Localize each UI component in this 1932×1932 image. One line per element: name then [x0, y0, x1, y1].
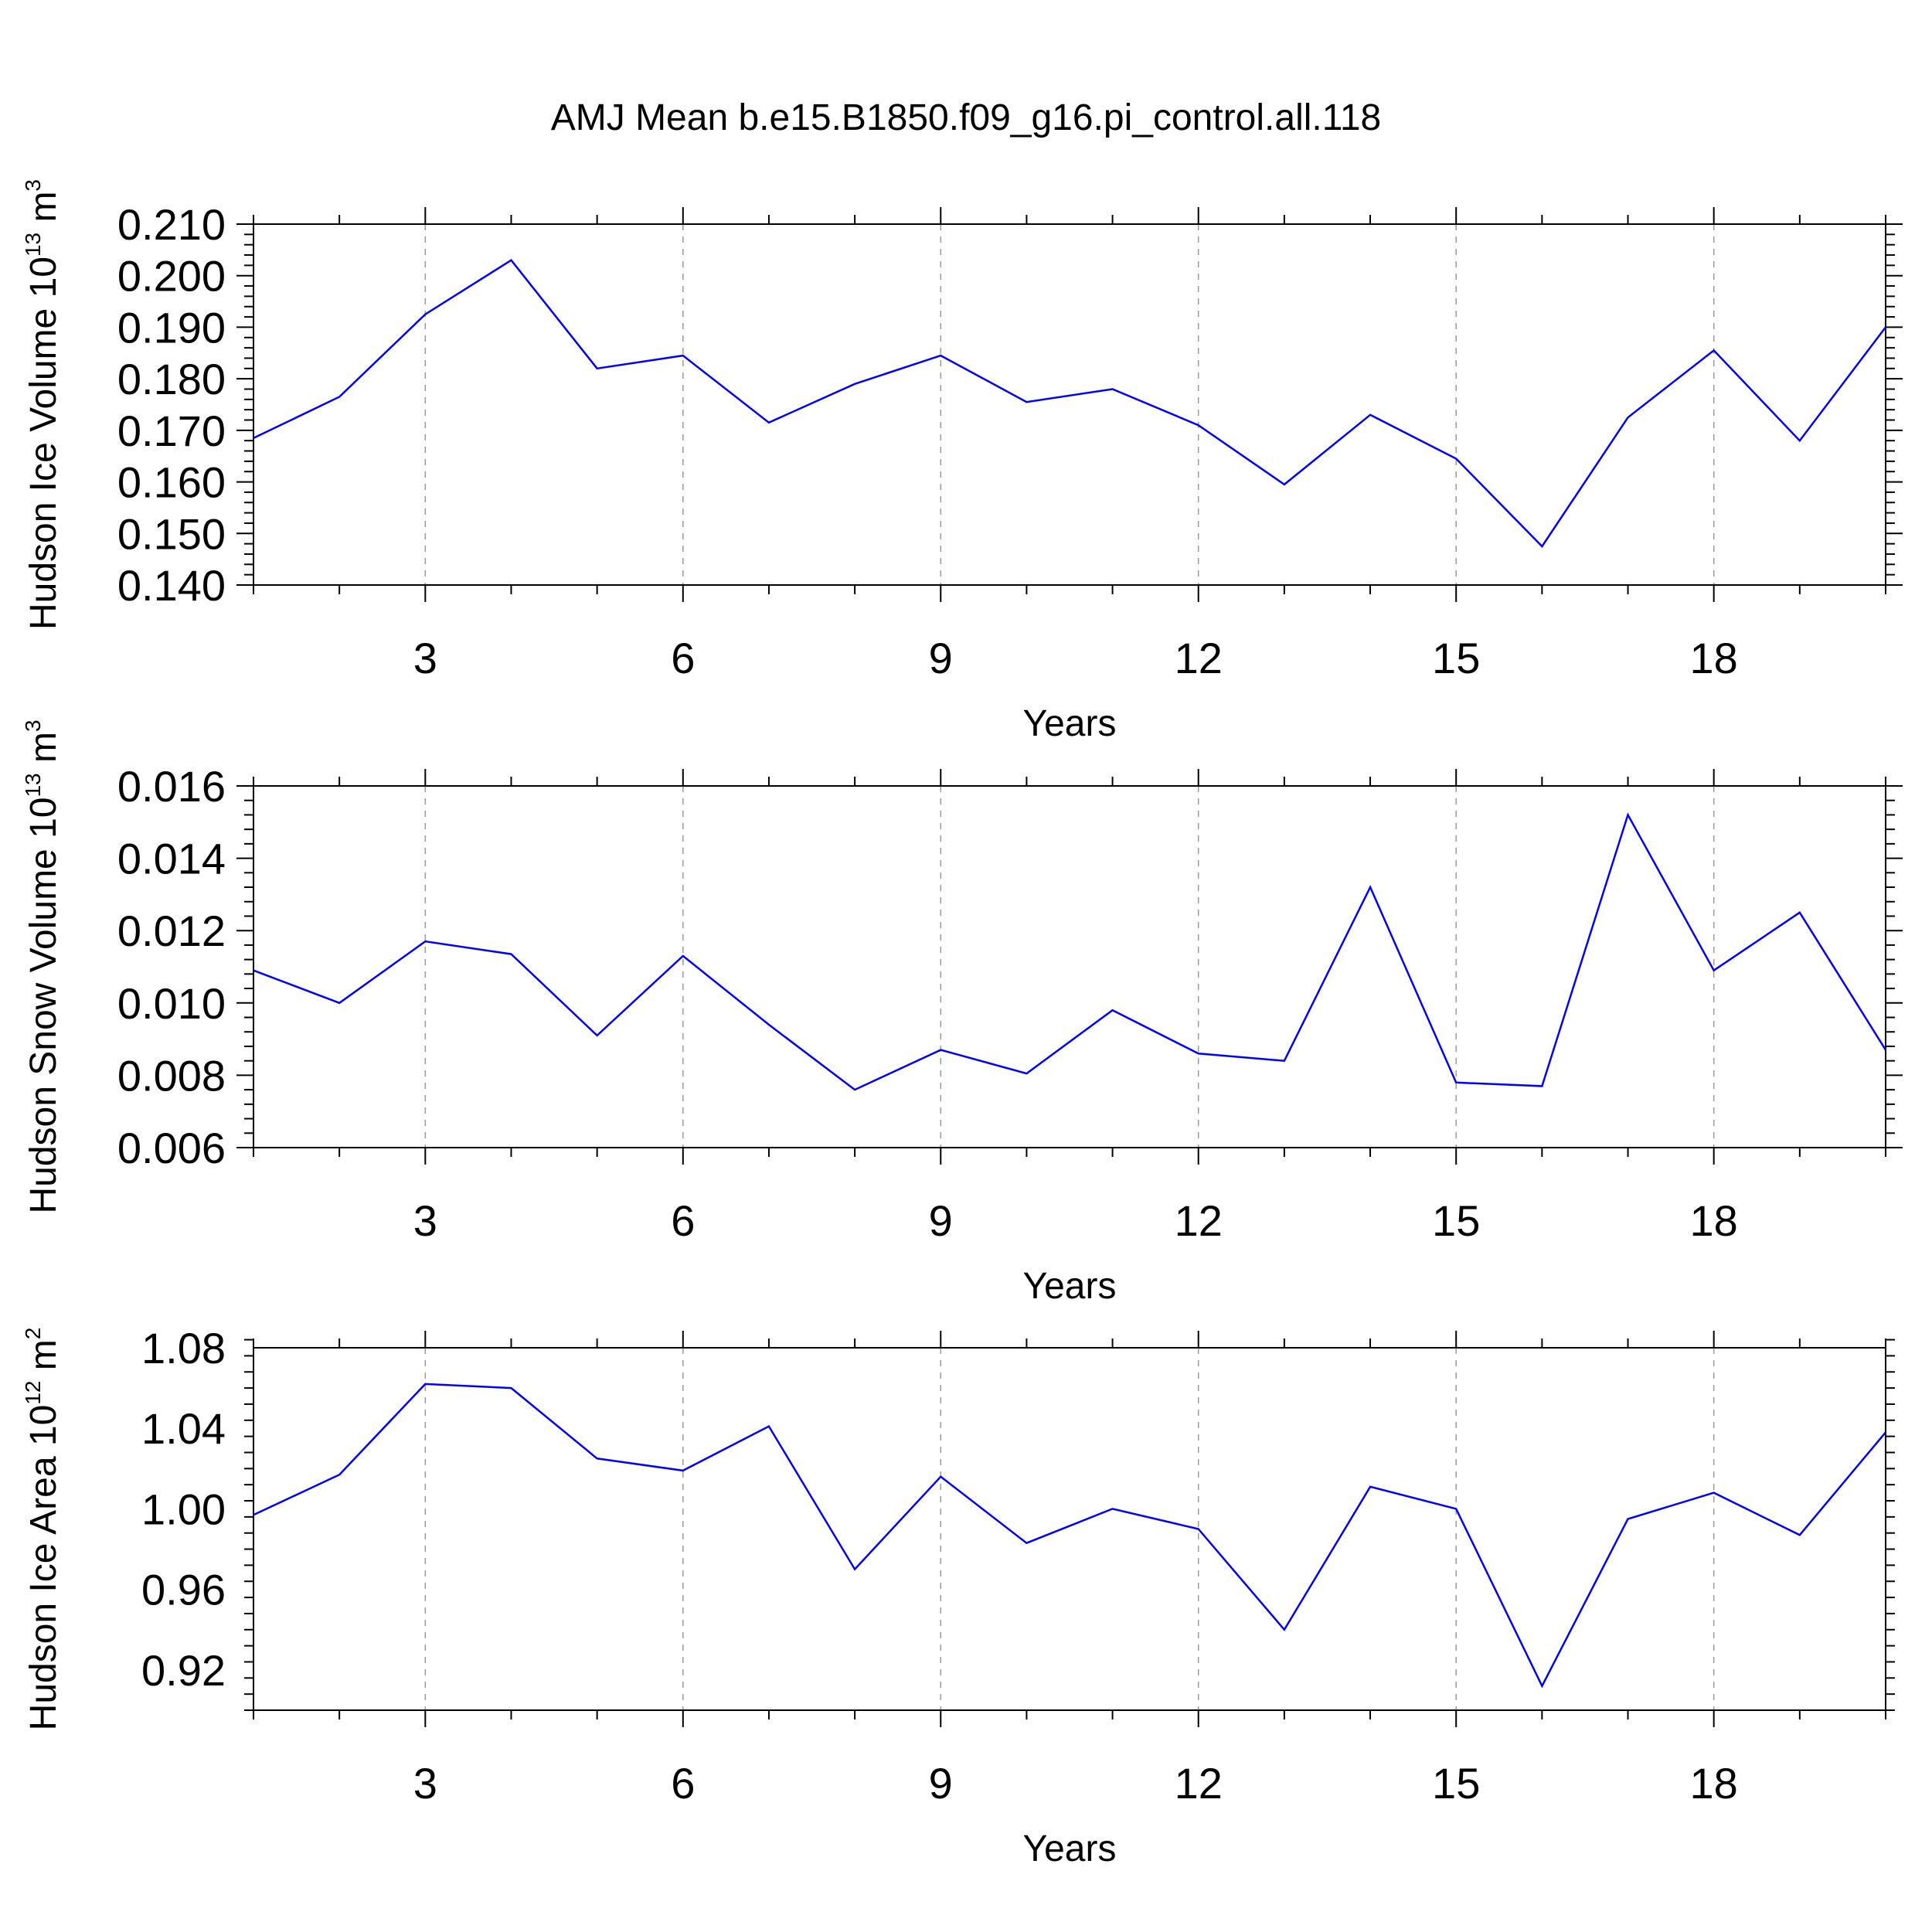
x-tick-label: 12 — [1175, 1196, 1223, 1245]
y-axis-title: Hudson Ice Area 1012 m2 — [21, 1328, 64, 1731]
plot-frame — [253, 785, 1886, 1148]
x-tick-label: 12 — [1175, 1759, 1223, 1808]
x-tick-label: 18 — [1690, 1759, 1738, 1808]
x-axis-title: Years — [1023, 703, 1117, 744]
y-tick-label: 0.92 — [141, 1646, 226, 1695]
x-tick-label: 9 — [929, 1759, 953, 1808]
y-tick-label: 0.010 — [117, 979, 226, 1028]
x-tick-label: 12 — [1175, 634, 1223, 682]
x-tick-label: 3 — [413, 634, 437, 682]
y-tick-label: 0.180 — [117, 355, 226, 403]
y-tick-label: 0.210 — [117, 200, 226, 249]
y-tick-label: 1.08 — [141, 1324, 226, 1372]
x-axis-title: Years — [1023, 1266, 1117, 1307]
y-tick-label: 0.200 — [117, 252, 226, 301]
panel-2: 3 6 9 12 15 18 0.006 0.008 0.010 0.012 0.014 0.016 Y… — [21, 719, 1903, 1307]
chart-title: AMJ Mean b.e15.B1850.f09_g16.pi_control.… — [551, 97, 1382, 138]
y-axis-title: Hudson Ice Volume 1013 m3 — [21, 179, 64, 630]
series-line — [253, 1383, 1886, 1689]
y-tick-label: 0.012 — [117, 906, 226, 955]
y-tick-label: 0.150 — [117, 509, 226, 558]
x-tick-label: 9 — [929, 1196, 953, 1245]
y-tick-label: 1.04 — [141, 1404, 226, 1453]
y-axis-title: Hudson Snow Volume 1013 m3 — [21, 719, 64, 1213]
plot-frame — [253, 1347, 1886, 1711]
x-tick-label: 15 — [1432, 1759, 1480, 1808]
y-tick-label: 0.006 — [117, 1124, 226, 1172]
y-tick-label: 0.016 — [117, 762, 226, 811]
x-axis-title: Years — [1023, 1828, 1117, 1869]
x-tick-label: 18 — [1690, 1196, 1738, 1245]
x-tick-label: 15 — [1432, 1196, 1480, 1245]
x-tick-label: 6 — [671, 1759, 695, 1808]
x-tick-label: 3 — [413, 1759, 437, 1808]
y-tick-label: 0.160 — [117, 458, 226, 507]
x-tick-label: 9 — [929, 634, 953, 682]
x-tick-label: 6 — [671, 1196, 695, 1245]
x-tick-label: 6 — [671, 634, 695, 682]
x-tick-label: 18 — [1690, 634, 1738, 682]
y-tick-label: 0.014 — [117, 835, 226, 883]
panel-3: 3 6 9 12 15 18 0.92 0.96 1.00 1.04 1.08 Years Hudson… — [21, 1324, 1895, 1869]
y-tick-label: 0.170 — [117, 406, 226, 455]
series-line — [253, 259, 1886, 548]
y-tick-label: 0.008 — [117, 1051, 226, 1100]
y-tick-label: 0.96 — [141, 1566, 226, 1614]
y-tick-label: 0.140 — [117, 561, 226, 610]
plot-frame — [253, 223, 1886, 586]
y-tick-label: 1.00 — [141, 1485, 226, 1533]
x-tick-label: 15 — [1432, 634, 1480, 682]
panel-1: 3 6 9 12 15 180.1400.1500.1600.1700.1800.1900… — [21, 179, 1903, 744]
x-tick-label: 3 — [413, 1196, 437, 1245]
y-tick-label: 0.190 — [117, 303, 226, 352]
series-line — [253, 812, 1887, 1091]
